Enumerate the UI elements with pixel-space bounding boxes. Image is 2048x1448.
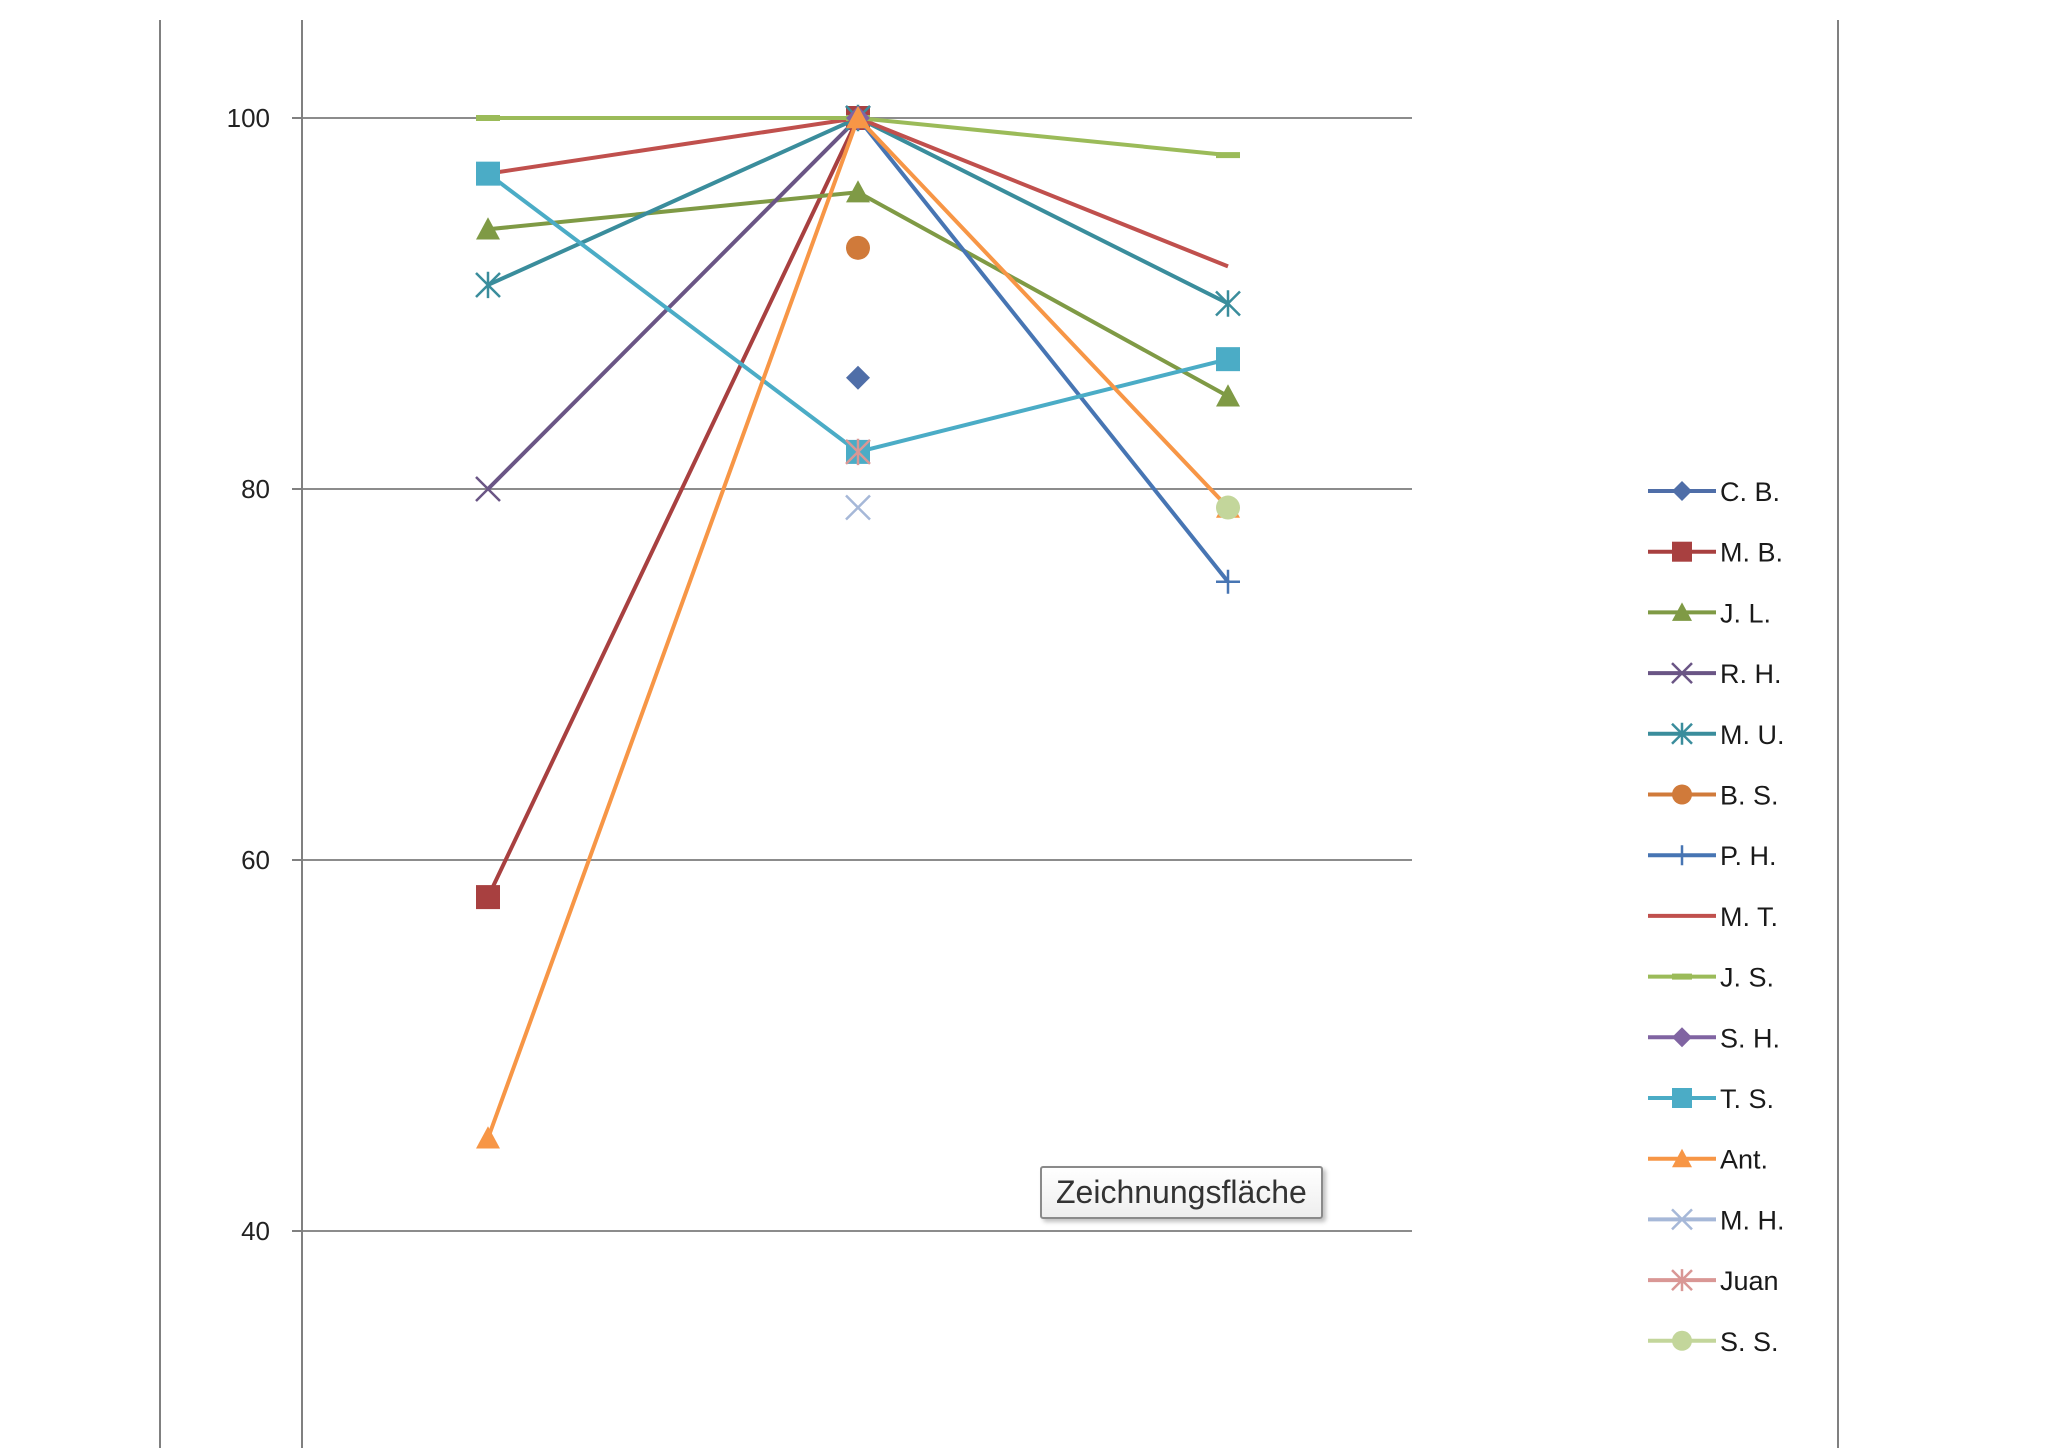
series-line-ant bbox=[486, 116, 1230, 1139]
series-s-s[interactable] bbox=[1216, 495, 1240, 520]
legend-marker bbox=[1671, 1208, 1693, 1231]
legend-marker bbox=[1671, 722, 1693, 745]
legend: C. B. M. B. J. L. R. H. M. U. B. S. P. H. M. T.… bbox=[1648, 477, 1785, 1357]
y-tick-label-60: 60 bbox=[241, 845, 270, 875]
data-point-j-s-1 bbox=[476, 115, 500, 121]
legend-marker bbox=[1672, 973, 1692, 980]
data-point-ant-1 bbox=[476, 1126, 500, 1149]
legend-item-s-h: S. H. bbox=[1648, 1023, 1780, 1053]
legend-label: Juan bbox=[1720, 1266, 1779, 1296]
data-point-t-s-3 bbox=[1216, 347, 1240, 372]
legend-label: P. H. bbox=[1720, 841, 1777, 871]
data-point-j-l-2 bbox=[846, 180, 870, 203]
legend-marker bbox=[1672, 1027, 1692, 1048]
legend-item-m-h: M. H. bbox=[1648, 1205, 1785, 1235]
series-ant[interactable] bbox=[476, 106, 1240, 1149]
y-tick-label-100: 100 bbox=[227, 103, 270, 133]
series-line-m-b bbox=[486, 117, 860, 898]
legend-item-j-s: J. S. bbox=[1648, 963, 1774, 993]
legend-label: J. S. bbox=[1720, 963, 1774, 993]
data-point-c-b-2 bbox=[846, 365, 870, 390]
legend-item-juan: Juan bbox=[1648, 1266, 1779, 1296]
legend-label: M. H. bbox=[1720, 1205, 1785, 1235]
series-m-h[interactable] bbox=[845, 494, 871, 521]
data-point-j-l-3 bbox=[1216, 384, 1240, 407]
plot-area[interactable] bbox=[475, 104, 1241, 1149]
data-point-ant-2 bbox=[846, 106, 870, 129]
legend-label: T. S. bbox=[1720, 1084, 1774, 1114]
y-axis-ticks: 40 60 80 100 bbox=[227, 103, 302, 1246]
legend-label: Ant. bbox=[1720, 1145, 1768, 1175]
legend-marker bbox=[1671, 662, 1693, 684]
data-point-m-h-2 bbox=[845, 494, 871, 521]
legend-label: C. B. bbox=[1720, 477, 1780, 507]
data-point-j-l-1 bbox=[476, 217, 500, 240]
data-point-t-s-1 bbox=[476, 161, 500, 186]
legend-item-p-h: P. H. bbox=[1648, 841, 1777, 871]
legend-label: R. H. bbox=[1720, 659, 1782, 689]
legend-marker bbox=[1672, 1148, 1692, 1168]
legend-item-m-b: M. B. bbox=[1648, 538, 1783, 568]
legend-marker bbox=[1672, 602, 1692, 621]
y-tick-label-40: 40 bbox=[241, 1216, 270, 1246]
data-point-j-s-3 bbox=[1216, 152, 1240, 159]
data-point-b-s-2 bbox=[846, 235, 870, 260]
legend-label: S. H. bbox=[1720, 1023, 1780, 1053]
legend-label: B. S. bbox=[1720, 781, 1779, 811]
data-point-r-h-1 bbox=[475, 476, 501, 502]
plot-area-tooltip: Zeichnungsfläche bbox=[1040, 1166, 1323, 1219]
legend-item-b-s: B. S. bbox=[1648, 781, 1779, 811]
legend-item-j-l: J. L. bbox=[1648, 598, 1771, 628]
data-point-m-u-1 bbox=[475, 271, 501, 299]
data-point-juan-2 bbox=[845, 438, 871, 466]
series-b-s[interactable] bbox=[846, 235, 870, 260]
legend-item-r-h: R. H. bbox=[1648, 659, 1782, 689]
legend-label: M. U. bbox=[1720, 720, 1785, 750]
series-c-b[interactable] bbox=[846, 365, 870, 390]
series-p-h[interactable] bbox=[846, 106, 1240, 594]
legend-item-s-s: S. S. bbox=[1648, 1327, 1779, 1357]
legend-item-ant: Ant. bbox=[1648, 1145, 1768, 1175]
legend-label: M. T. bbox=[1720, 902, 1778, 932]
series-juan[interactable] bbox=[845, 438, 871, 466]
data-point-m-b-1 bbox=[476, 885, 500, 910]
legend-marker bbox=[1672, 541, 1692, 562]
legend-item-m-u: M. U. bbox=[1648, 720, 1785, 750]
legend-marker bbox=[1671, 1269, 1693, 1292]
series-line-t-s bbox=[486, 172, 1229, 454]
data-point-s-s-3 bbox=[1216, 495, 1240, 520]
series-j-l[interactable] bbox=[476, 180, 1240, 407]
legend-marker bbox=[1672, 1330, 1692, 1351]
legend-label: S. S. bbox=[1720, 1327, 1779, 1357]
legend-marker bbox=[1672, 845, 1692, 866]
series-m-u[interactable] bbox=[475, 104, 1241, 317]
legend-marker bbox=[1672, 481, 1692, 501]
y-tick-label-80: 80 bbox=[241, 474, 270, 504]
data-point-m-u-3 bbox=[1215, 290, 1241, 317]
legend-item-m-t: M. T. bbox=[1648, 902, 1778, 932]
gridlines bbox=[302, 117, 1412, 1232]
legend-label: J. L. bbox=[1720, 598, 1771, 628]
legend-marker bbox=[1672, 784, 1692, 805]
series-t-s[interactable] bbox=[476, 161, 1240, 464]
legend-label: M. B. bbox=[1720, 538, 1783, 568]
legend-item-c-b: C. B. bbox=[1648, 477, 1780, 507]
series-line-p-h bbox=[856, 116, 1230, 583]
series-line-r-h bbox=[486, 116, 860, 491]
legend-item-t-s: T. S. bbox=[1648, 1084, 1774, 1114]
data-point-p-h-3 bbox=[1216, 569, 1240, 594]
legend-marker bbox=[1672, 1088, 1692, 1108]
